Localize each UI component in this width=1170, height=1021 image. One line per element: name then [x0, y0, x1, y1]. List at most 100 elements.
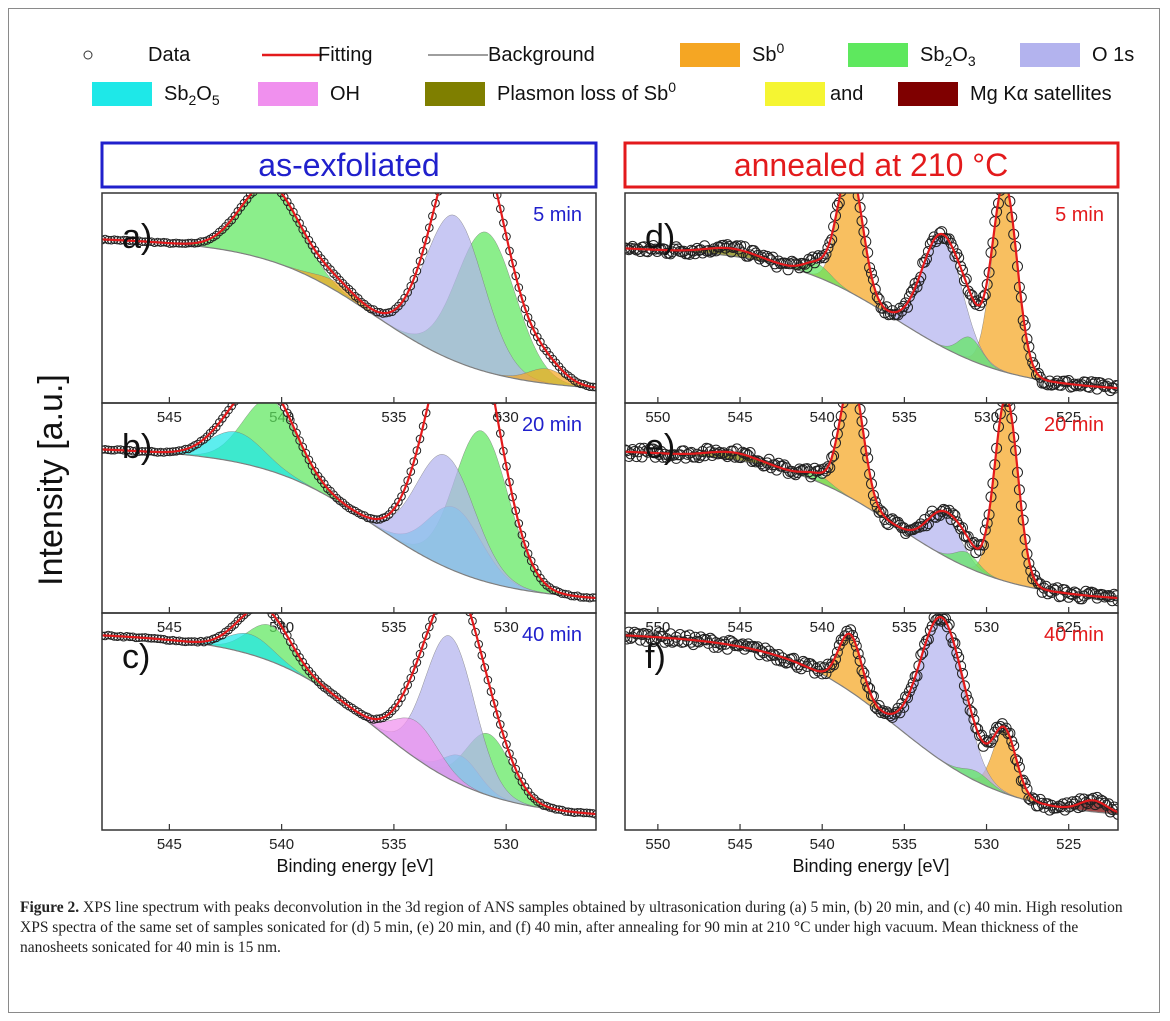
legend-item-sat: Mg Kα satellites [898, 82, 1112, 106]
data-point [246, 381, 254, 389]
data-point [871, 291, 883, 303]
xps-figure: Data Fitting Background Sb0 Sb2O3 O 1s Sb2O5 OH… [32, 40, 1134, 876]
data-point [1002, 403, 1014, 407]
x-tick-label: 530 [974, 409, 999, 426]
data-point [338, 697, 348, 706]
panel-label: e) [645, 428, 675, 466]
data-point [384, 709, 394, 719]
data-point [853, 391, 863, 401]
component-o-1s-2 [625, 451, 1118, 599]
legend-item-sb2o3: Sb2O3 [848, 43, 976, 69]
data-point [922, 246, 934, 257]
data-point [702, 443, 714, 455]
data-point [689, 248, 701, 260]
data-point [892, 309, 904, 321]
data-point [381, 512, 391, 522]
data-point [236, 613, 246, 623]
legend-item-fit: Fitting [262, 44, 372, 66]
data-point [848, 635, 860, 647]
x-tick-label: 545 [728, 409, 753, 426]
header-right-text: annealed at 210 °C [734, 147, 1008, 183]
data-point [873, 293, 885, 305]
data-point [526, 791, 536, 801]
data-point [425, 622, 434, 632]
data-point [576, 379, 585, 389]
data-point [1063, 375, 1075, 386]
header-left: as-exfoliated [100, 141, 598, 189]
fitting-line [102, 403, 596, 600]
data-point [977, 291, 989, 303]
data-point [517, 777, 527, 787]
data-point [1034, 578, 1046, 590]
data-point [824, 237, 836, 249]
data-point [936, 226, 948, 238]
data-point [913, 660, 925, 672]
data-points [625, 379, 1118, 607]
data-point [702, 245, 714, 256]
data-point [412, 658, 422, 667]
data-point [505, 749, 514, 758]
data-point [403, 680, 413, 690]
panel-label: d) [645, 218, 675, 256]
data-point [271, 387, 279, 395]
data-point [323, 685, 332, 694]
component-sb2o3-1 [102, 635, 596, 815]
data-point [218, 630, 227, 640]
legend-label-sb0: Sb0 [752, 40, 784, 66]
data-point [742, 250, 754, 262]
legend-label-fit: Fitting [318, 44, 372, 66]
legend-label-kalpha: and [830, 83, 863, 105]
component-plasmon-loss-of-sb0-5 [625, 247, 1118, 389]
data-point [646, 634, 657, 646]
data-point [478, 134, 486, 142]
data-point [249, 193, 258, 197]
data-point [1112, 808, 1118, 820]
data-point [877, 507, 889, 519]
data-point [968, 714, 980, 725]
data-point [456, 123, 464, 131]
x-tick-label: 540 [810, 836, 835, 853]
data-point [409, 665, 419, 675]
data-point [706, 634, 718, 646]
data-point [397, 298, 406, 307]
data-points [102, 604, 596, 819]
component-sb2o3-1 [102, 430, 596, 599]
fitting-line [102, 613, 596, 816]
data-point [1112, 380, 1118, 392]
panel-time-label: 20 min [522, 414, 582, 436]
data-point [310, 245, 320, 255]
data-point [917, 520, 929, 532]
data-point [844, 379, 854, 389]
data-point [415, 649, 425, 659]
data-point [432, 613, 439, 615]
data-point [259, 604, 267, 612]
data-point [320, 257, 329, 267]
data-point [523, 787, 533, 796]
legend-item-o1s: O 1s [1020, 43, 1134, 67]
data-point [262, 379, 270, 387]
data-point [239, 613, 249, 620]
data-point [932, 233, 944, 245]
data-point [782, 656, 794, 668]
panel-time-label: 5 min [533, 204, 582, 226]
panel-label: b) [122, 428, 152, 466]
data-point [233, 616, 243, 626]
data-point [256, 604, 264, 612]
data-point [211, 422, 221, 432]
component-sb2o3-4 [625, 451, 1118, 599]
data-point [211, 230, 221, 240]
legend-swatch-plasmon [425, 82, 485, 106]
panel-d: 550 545 540 535 530 525 d) 5 min [624, 192, 1119, 426]
data-point [909, 522, 921, 534]
data-point [276, 620, 286, 630]
data-point [850, 640, 862, 652]
data-point [533, 568, 542, 578]
data-point [465, 613, 474, 617]
header-left-text: as-exfoliated [258, 147, 439, 183]
component-sb2o3-3 [625, 635, 1118, 815]
fitting-line [102, 193, 596, 389]
data-point [1027, 357, 1039, 369]
legend-swatch-sb2o5 [92, 82, 152, 106]
legend-label-sb2o5: Sb2O5 [164, 83, 220, 108]
data-point [227, 622, 236, 632]
